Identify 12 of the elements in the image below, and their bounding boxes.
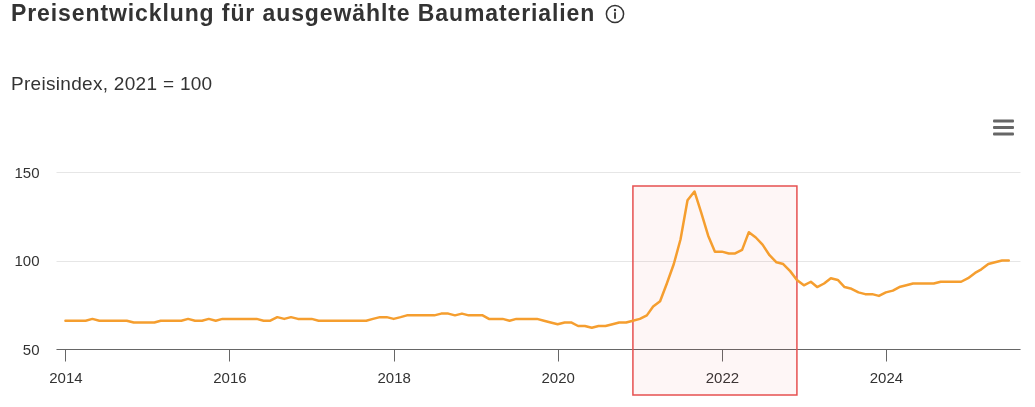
y-tick-label: 50: [22, 340, 40, 358]
x-tick-label: 2020: [541, 368, 575, 386]
y-tick-label: 100: [14, 252, 40, 269]
x-tick-label: 2016: [213, 368, 247, 386]
x-tick-label: 2024: [869, 368, 904, 386]
x-tick-label: 2014: [49, 368, 83, 386]
x-tick-label: 2018: [377, 368, 411, 386]
x-tick-label: 2022: [705, 368, 740, 386]
line-series: [64, 190, 1011, 330]
chart-subtitle: Preisindex, 2021 = 100: [11, 73, 213, 95]
chart-title: Preisentwicklung für ausgewählte Baumaterialien: [11, 0, 596, 27]
y-tick-label: 150: [14, 163, 40, 181]
